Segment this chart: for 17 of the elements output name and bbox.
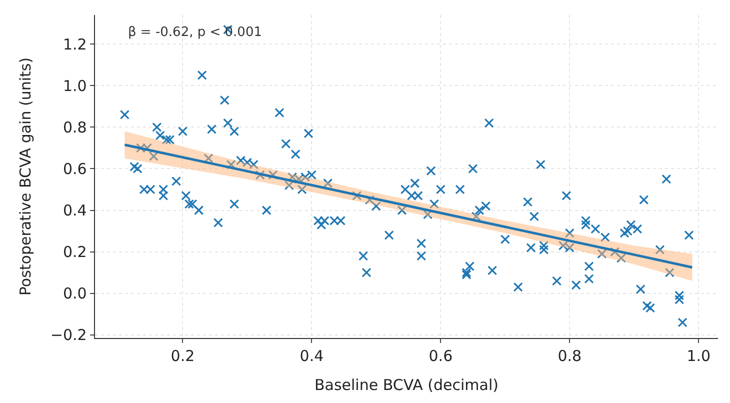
- x-tick-label: 1.0: [686, 347, 711, 366]
- x-tick-label: 0.4: [300, 347, 324, 366]
- y-tick-label: 0.4: [62, 202, 87, 220]
- y-tick-label: 0.8: [62, 118, 87, 136]
- y-tick-label: 0.0: [62, 284, 87, 303]
- y-tick-label: −0.2: [50, 326, 87, 344]
- line-series: [123, 144, 694, 269]
- annotation: β = -0.62, p < 0.001: [128, 25, 262, 40]
- y-tick-label: 0.6: [62, 160, 87, 178]
- x-tick-label: 0.2: [170, 347, 195, 366]
- x-tick-label: 0.8: [558, 347, 582, 366]
- x-axis-title: Baseline BCVA (decimal): [314, 376, 499, 394]
- x-tick-label: 0.6: [428, 347, 453, 366]
- y-tick-label: 1.0: [62, 76, 87, 95]
- y-tick-label: 0.2: [62, 243, 87, 262]
- y-tick-label: 1.2: [62, 35, 87, 54]
- y-axis-title: Postoperative BCVA gain (units): [16, 57, 35, 296]
